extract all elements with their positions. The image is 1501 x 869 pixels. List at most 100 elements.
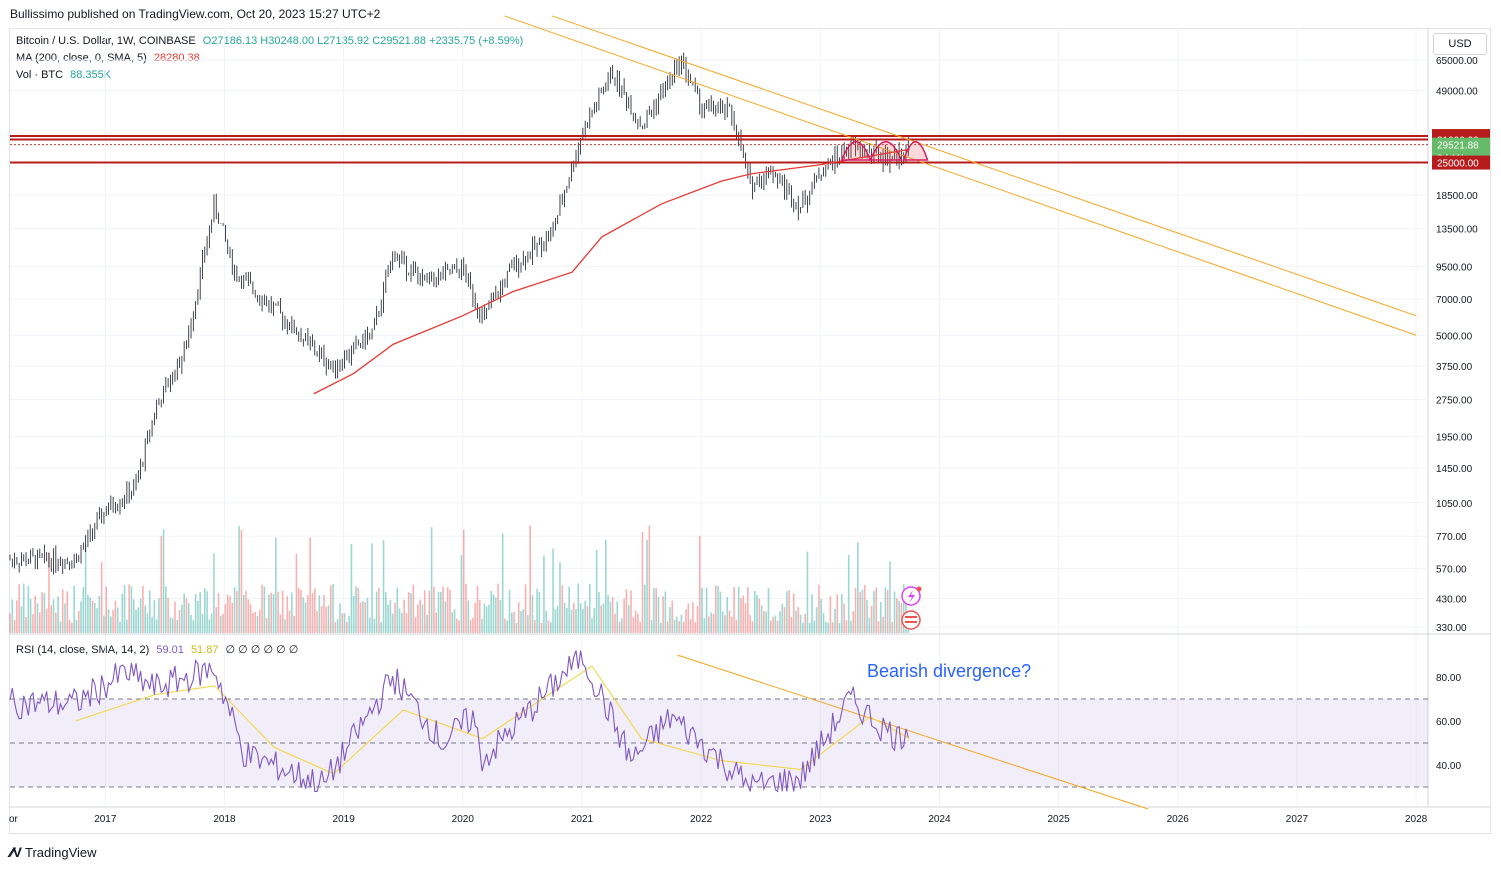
volume-bar (128, 584, 130, 633)
volume-bar (146, 613, 149, 633)
volume-bar (776, 620, 779, 633)
volume-bar (522, 609, 525, 633)
volume-bar (790, 617, 793, 633)
volume-bar (598, 592, 600, 633)
volume-bar (531, 595, 534, 633)
vol-legend[interactable]: Vol · BTC 88.355K (16, 69, 111, 81)
volume-bar (540, 622, 543, 633)
rsi-legend[interactable]: RSI (14, close, SMA, 14, 2) 59.01 51.87 … (16, 643, 298, 656)
volume-bar (753, 590, 756, 633)
volume-bar (277, 591, 279, 633)
volume-bar (634, 610, 637, 633)
volume-bar (896, 598, 898, 633)
volume-bar (561, 585, 564, 633)
volume-bar (343, 613, 346, 633)
volume-bar (426, 614, 428, 633)
volume-bar (511, 612, 513, 633)
ma-label: MA (200, close, 0, SMA, 5) (16, 52, 147, 64)
volume-bar (517, 602, 520, 633)
volume-bar (870, 605, 873, 633)
volume-bar (669, 607, 671, 633)
volume-bar (893, 591, 896, 633)
volume-bar (497, 583, 499, 633)
volume-bar (45, 608, 48, 633)
price-tick-label: 430.00 (1436, 595, 1467, 606)
volume-bar (653, 588, 655, 633)
volume-bar (712, 614, 715, 633)
vol-value: 88.355K (70, 69, 112, 81)
volume-bar (433, 586, 435, 633)
volume-bar (611, 597, 614, 633)
bearish-divergence-annotation: Bearish divergence? (867, 661, 1031, 681)
volume-bar (142, 586, 144, 633)
price-tick-label: 2750.00 (1436, 395, 1473, 406)
volume-bar (499, 600, 502, 633)
volume-bar (866, 599, 868, 633)
volume-bar (206, 591, 208, 633)
trend-lines (504, 15, 1417, 810)
symbol-legend[interactable]: Bitcoin / U.S. Dollar, 1W, COINBASE O271… (16, 35, 523, 47)
volume-bar (630, 590, 632, 633)
price-label-text: 25000.00 (1437, 159, 1479, 170)
volume-bar (13, 619, 16, 633)
volume-bar (105, 586, 108, 633)
volume-bar (547, 620, 550, 633)
volume-bar (240, 529, 243, 633)
volume-bar (740, 598, 742, 633)
volume-bar (217, 593, 220, 633)
time-tick-label: 2023 (809, 814, 832, 825)
volume-bar (623, 598, 625, 633)
volume-bar (868, 617, 871, 633)
volume-bar (694, 622, 696, 633)
volume-bar (627, 604, 630, 633)
volume-bar (334, 622, 337, 633)
volume-bar (297, 588, 300, 633)
volume-bar (763, 610, 765, 633)
currency-button[interactable]: USD (1433, 33, 1487, 55)
volume-bar (451, 612, 454, 633)
rsi-extra-values: ∅ ∅ ∅ ∅ ∅ ∅ (225, 644, 299, 656)
volume-bar (685, 609, 687, 633)
volume-bar (107, 609, 110, 633)
volume-bar (710, 612, 713, 633)
volume-bar (671, 600, 674, 633)
tradingview-logo[interactable]: ⁄⁄V TradingView (10, 844, 97, 860)
volume-bar (268, 594, 270, 633)
time-tick-label: 2017 (94, 814, 117, 825)
volume-bar (183, 593, 185, 633)
volume-bar (357, 588, 360, 633)
volume-bar (772, 616, 774, 633)
volume-bar (258, 609, 261, 633)
ma-legend[interactable]: MA (200, close, 0, SMA, 5) 28280.38 (16, 52, 200, 64)
volume-bar (783, 607, 786, 633)
volume-bar (213, 553, 215, 633)
volume-bar (38, 612, 41, 633)
rsi-sma-value: 51.87 (190, 644, 219, 656)
volume-bar (192, 620, 195, 633)
volume-bar (391, 613, 394, 633)
volume-bar (423, 590, 426, 633)
volume-bar (249, 604, 252, 633)
volume-bar (405, 613, 408, 633)
volume-bar (721, 611, 724, 633)
volume-bar (708, 616, 710, 633)
volume-bar (861, 589, 864, 633)
rsi-line (9, 650, 909, 793)
time-axis: 2017 2018 2019 2020 2021 2022 2023 2024 2025 2026… (9, 814, 1428, 825)
volume-bar (401, 612, 403, 633)
volume-bar (520, 611, 522, 633)
volume-bar (545, 610, 548, 633)
volume-bar (407, 592, 410, 633)
volume-bar (742, 595, 745, 633)
volume-bar (641, 531, 644, 633)
volume-bar (875, 587, 877, 633)
price-tick-label: 9500.00 (1436, 262, 1473, 273)
volume-bar (332, 584, 334, 633)
volume-bar (261, 584, 263, 633)
volume-bar (288, 610, 291, 633)
volume-bar (231, 602, 234, 633)
volume-bar (804, 613, 806, 633)
volume-bar (64, 603, 66, 633)
volume-bar (751, 621, 754, 633)
